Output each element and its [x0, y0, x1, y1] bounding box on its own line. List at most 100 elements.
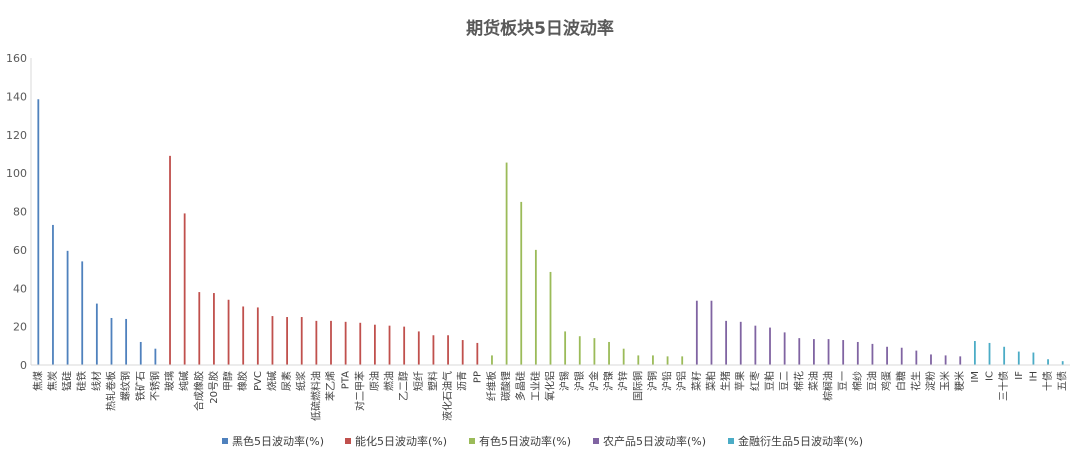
x-tick-label: 苯乙烯 [324, 371, 337, 401]
bar [300, 317, 303, 365]
x-tick-label: 线材 [90, 371, 103, 391]
x-tick-label: 豆二 [779, 371, 791, 391]
x-tick-label: 沪锌 [617, 371, 630, 391]
bar [388, 325, 391, 365]
x-tick-label: PTA [341, 371, 352, 389]
bar [549, 271, 552, 365]
bar [1047, 359, 1049, 365]
bar [359, 322, 362, 365]
y-axis: 0 20 40 60 80 100 120 140 160 [6, 52, 32, 372]
bar [461, 340, 464, 365]
bar [783, 332, 786, 365]
bar [213, 293, 215, 365]
y-tick-label: 80 [13, 206, 27, 219]
x-tick-label: 棉纱 [851, 371, 864, 391]
x-tick-label: PVC [253, 371, 264, 391]
x-tick-label: 菜油 [807, 371, 820, 391]
x-tick-label: 多晶硅 [514, 371, 527, 401]
bar [417, 331, 420, 365]
legend-swatch [222, 438, 228, 444]
y-tick-label: 20 [13, 321, 27, 334]
bar [769, 327, 771, 365]
x-tick-label: 铁矿石 [134, 371, 147, 401]
x-tick-label: IF [1014, 371, 1025, 380]
bar [988, 342, 991, 365]
y-tick-label: 0 [20, 359, 27, 372]
bar [856, 341, 859, 365]
bar [432, 335, 435, 365]
legend: 黑色5日波动率(%) 能化5日波动率(%) 有色5日波动率(%) 农产品5日波动率(%… [222, 434, 863, 448]
x-tick-label: 焦炭 [46, 371, 59, 391]
bar [900, 347, 903, 365]
bar [622, 348, 625, 365]
bar [242, 306, 245, 365]
bar [125, 318, 128, 365]
x-tick-label: 不锈钢 [148, 371, 161, 401]
bar [271, 316, 274, 365]
bar [739, 321, 742, 365]
bar [681, 356, 684, 365]
bar [915, 350, 918, 365]
x-tick-label: 硅铁 [75, 371, 88, 391]
bar [564, 331, 567, 365]
x-tick-label: 燃油 [383, 371, 396, 391]
bar [447, 335, 449, 365]
legend-label: 金融衍生品5日波动率(%) [738, 434, 863, 448]
bar [154, 348, 157, 365]
bar [315, 320, 318, 365]
y-tick-label: 140 [6, 90, 27, 103]
legend-swatch [728, 438, 734, 444]
x-tick-label: 沪铜 [646, 371, 659, 391]
bar [959, 356, 962, 365]
bar [66, 250, 69, 365]
x-tick-label: 原油 [368, 371, 381, 391]
x-tick-label: 纸浆 [295, 371, 308, 391]
bar [227, 299, 230, 365]
bar [1017, 351, 1020, 365]
bar [169, 155, 171, 365]
x-tick-label: 豆一 [837, 371, 849, 391]
x-tick-label: 合成橡胶 [192, 371, 205, 411]
x-tick-label: 国际铜 [632, 371, 644, 401]
x-tick-label: 苹果 [734, 371, 747, 391]
bar [930, 354, 932, 365]
x-tick-label: 十债 [1041, 371, 1054, 391]
x-tick-label: 工业硅 [529, 371, 542, 401]
legend-label: 农产品5日波动率(%) [603, 434, 706, 448]
bar [330, 320, 332, 365]
bar [637, 355, 640, 365]
x-tick-label: 乙二醇 [397, 371, 410, 401]
y-tick-label: 40 [13, 282, 27, 295]
legend-label: 有色5日波动率(%) [479, 434, 571, 448]
x-tick-label: 塑料 [426, 371, 439, 391]
y-tick-label: 100 [6, 167, 27, 180]
x-tick-label: 玻璃 [163, 371, 176, 391]
y-tick-label: 120 [6, 129, 27, 142]
x-tick-label: 液化石油气 [441, 371, 454, 421]
x-tick-label: 20号胶 [207, 371, 220, 404]
x-tick-label: 沪锡 [558, 371, 571, 391]
bar [871, 343, 874, 365]
bar [183, 213, 186, 365]
x-tick-label: 锰硅 [61, 371, 74, 391]
x-tick-label: 沪镍 [602, 371, 615, 391]
bar [403, 326, 406, 365]
bar [344, 321, 347, 365]
bar [373, 324, 376, 365]
legend-swatch [469, 438, 475, 444]
bar [754, 325, 757, 365]
x-tick-label: 橡胶 [236, 371, 249, 391]
x-tick-label: 沪铅 [661, 371, 674, 391]
bar [534, 249, 537, 365]
x-tick-label: 棉花 [792, 371, 805, 391]
bar [1061, 361, 1064, 365]
x-tick-label: IC [985, 371, 996, 381]
bars [37, 99, 1064, 366]
legend-swatch [593, 438, 599, 444]
x-tick-label: 五债 [1056, 371, 1069, 391]
bar [695, 300, 698, 365]
bar [139, 341, 142, 365]
x-tick-label: 对二甲苯 [353, 371, 366, 411]
x-tick-label: 螺纹钢 [119, 371, 132, 401]
x-tick-label: 花生 [909, 371, 922, 391]
